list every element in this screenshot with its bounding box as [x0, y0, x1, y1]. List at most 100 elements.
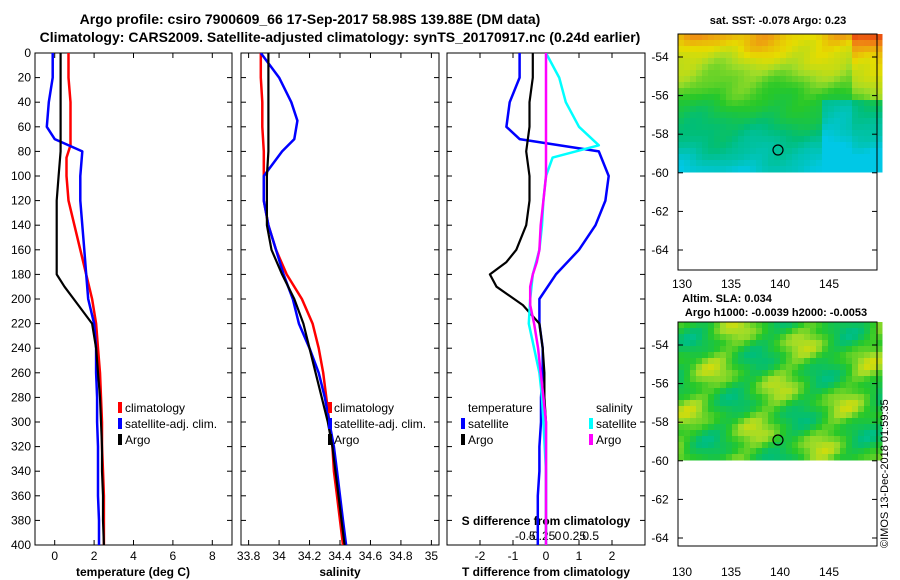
sla-map-cell — [690, 418, 697, 425]
sst-map-cell — [774, 154, 781, 161]
legend-swatch-satellite — [328, 418, 332, 429]
sst-map-cell — [786, 40, 793, 47]
sst-map-cell — [864, 142, 871, 149]
sst-map-cell — [834, 112, 841, 119]
sst-map-cell — [684, 58, 691, 65]
sst-map-cell — [774, 100, 781, 107]
map-lat-label: -56 — [651, 89, 669, 103]
sst-map-cell — [834, 124, 841, 131]
sst-map-cell — [816, 70, 823, 77]
sla-map-cell — [744, 400, 751, 407]
sst-map-cell — [792, 76, 799, 83]
sst-map-cell — [864, 166, 871, 173]
sla-map-cell — [780, 352, 787, 359]
sla-map-cell — [696, 388, 703, 395]
sst-map-cell — [792, 88, 799, 95]
sla-map-cell — [774, 400, 781, 407]
sst-map-cell — [870, 100, 877, 107]
sla-map-cell — [708, 412, 715, 419]
sst-map-cell — [846, 118, 853, 125]
map-lat-label: -62 — [651, 204, 669, 218]
sla-map-cell — [864, 376, 871, 383]
sla-map-cell — [744, 442, 751, 449]
sst-map-cell — [756, 40, 763, 47]
sla-map-cell — [876, 346, 883, 353]
depth-tick-label: 380 — [11, 513, 31, 527]
sla-map-cell — [810, 400, 817, 407]
sst-map-cell — [702, 160, 709, 167]
sst-map-cell — [756, 112, 763, 119]
sla-map-cell — [876, 442, 883, 449]
sst-map-cell — [738, 100, 745, 107]
sla-map-cell — [762, 394, 769, 401]
sst-map-cell — [810, 142, 817, 149]
sla-map-cell — [840, 454, 847, 461]
sst-map-cell — [738, 82, 745, 89]
sst-map-cell — [804, 160, 811, 167]
sla-map-cell — [834, 382, 841, 389]
sla-map-cell — [786, 364, 793, 371]
sst-map-cell — [876, 118, 883, 125]
sst-map-cell — [852, 34, 859, 41]
sst-map-cell — [744, 76, 751, 83]
sst-map-cell — [792, 100, 799, 107]
sla-map-cell — [864, 424, 871, 431]
sst-map-cell — [792, 58, 799, 65]
sla-map-cell — [720, 328, 727, 335]
sst-map-cell — [816, 148, 823, 155]
sla-map-cell — [858, 430, 865, 437]
sla-map-cell — [816, 436, 823, 443]
sst-map-cell — [744, 94, 751, 101]
sst-map-cell — [822, 64, 829, 71]
sla-map-cell — [684, 442, 691, 449]
sst-map-cell — [804, 70, 811, 77]
sla-map-cell — [768, 430, 775, 437]
x-tick-label: 34.6 — [359, 549, 383, 563]
sst-map-cell — [828, 112, 835, 119]
sla-map-cell — [750, 328, 757, 335]
sst-map-cell — [708, 142, 715, 149]
sst-map-cell — [804, 52, 811, 59]
sla-map-cell — [762, 436, 769, 443]
depth-tick-label: 220 — [11, 317, 31, 331]
sst-map-cell — [756, 94, 763, 101]
sst-map-cell — [738, 124, 745, 131]
sla-map-cell — [852, 382, 859, 389]
sla-map-cell — [852, 364, 859, 371]
sst-map-cell — [726, 112, 733, 119]
sst-map-cell — [720, 34, 727, 41]
sst-map-cell — [810, 82, 817, 89]
sla-map-cell — [750, 424, 757, 431]
sla-map-cell — [870, 454, 877, 461]
sla-map-cell — [756, 370, 763, 377]
sla-map-cell — [816, 400, 823, 407]
sst-map-cell — [678, 34, 685, 41]
sla-map-cell — [804, 334, 811, 341]
sla-map-cell — [690, 340, 697, 347]
sst-map-cell — [732, 70, 739, 77]
sla-map-cell — [822, 436, 829, 443]
sst-map-cell — [732, 118, 739, 125]
sst-map-cell — [714, 40, 721, 47]
sst-map-cell — [702, 166, 709, 173]
sla-map-cell — [714, 376, 721, 383]
sla-map-cell — [726, 448, 733, 455]
sla-map-cell — [804, 436, 811, 443]
sst-map-cell — [822, 58, 829, 65]
sst-map-cell — [678, 154, 685, 161]
sla-map-cell — [786, 376, 793, 383]
sst-map-cell — [744, 148, 751, 155]
sst-map-cell — [720, 52, 727, 59]
sst-map-cell — [846, 154, 853, 161]
sla-map-cell — [762, 358, 769, 365]
sst-map-cell — [738, 142, 745, 149]
sst-map-cell — [702, 52, 709, 59]
sla-map-cell — [684, 376, 691, 383]
sst-map-cell — [858, 130, 865, 137]
sst-map-cell — [840, 106, 847, 113]
sst-map-cell — [702, 106, 709, 113]
sst-map-cell — [768, 118, 775, 125]
sla-map-cell — [678, 400, 685, 407]
sla-map-cell — [822, 400, 829, 407]
sla-map-cell — [876, 352, 883, 359]
